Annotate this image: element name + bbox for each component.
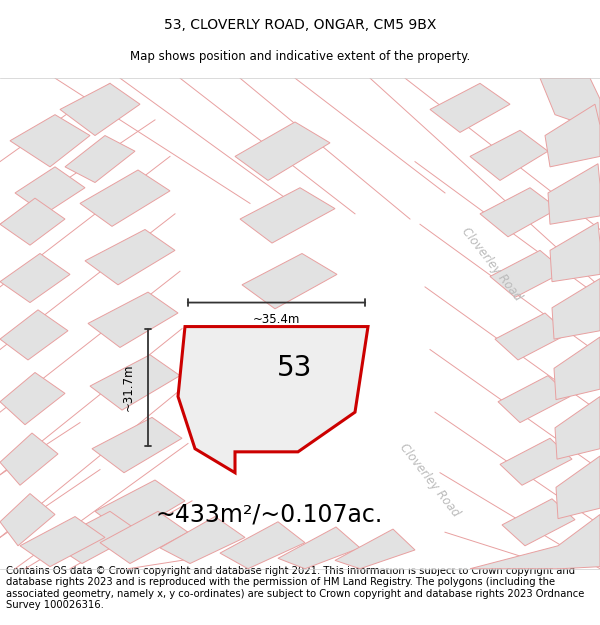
Polygon shape [242,254,337,309]
Polygon shape [278,527,360,569]
Polygon shape [0,198,65,245]
Polygon shape [502,499,575,546]
Polygon shape [495,313,568,360]
Polygon shape [550,222,600,282]
Polygon shape [548,164,600,224]
Polygon shape [240,188,335,243]
Polygon shape [0,494,55,546]
Polygon shape [235,122,330,181]
Polygon shape [552,279,600,339]
Text: 53, CLOVERLY ROAD, ONGAR, CM5 9BX: 53, CLOVERLY ROAD, ONGAR, CM5 9BX [164,18,436,32]
Polygon shape [480,188,558,237]
Polygon shape [555,396,600,459]
Polygon shape [160,516,245,564]
Text: 53: 53 [277,354,313,382]
Polygon shape [470,514,600,569]
Polygon shape [470,131,548,181]
Polygon shape [88,292,178,348]
Polygon shape [178,327,368,472]
Polygon shape [65,136,135,182]
Polygon shape [500,438,572,485]
Text: Contains OS data © Crown copyright and database right 2021. This information is : Contains OS data © Crown copyright and d… [6,566,584,611]
Polygon shape [50,511,140,564]
Polygon shape [430,83,510,132]
Polygon shape [490,251,565,298]
Polygon shape [554,337,600,399]
Polygon shape [335,529,415,569]
Polygon shape [85,229,175,285]
Polygon shape [100,511,188,564]
Polygon shape [220,522,305,569]
Text: Cloverley Road: Cloverley Road [460,225,524,303]
Text: ~35.4m: ~35.4m [253,312,300,326]
Polygon shape [556,456,600,519]
Polygon shape [545,104,600,167]
Text: ~31.7m: ~31.7m [121,364,134,411]
Text: Map shows position and indicative extent of the property.: Map shows position and indicative extent… [130,50,470,62]
Polygon shape [92,418,182,472]
Polygon shape [0,310,68,360]
Text: Cloverley Road: Cloverley Road [397,441,463,519]
Polygon shape [498,376,570,423]
Polygon shape [20,516,105,567]
Polygon shape [10,114,90,167]
Polygon shape [15,167,85,214]
Polygon shape [90,355,180,410]
Polygon shape [320,78,600,569]
Polygon shape [80,170,170,226]
Text: ~433m²/~0.107ac.: ~433m²/~0.107ac. [155,503,382,526]
Polygon shape [0,372,65,425]
Polygon shape [0,254,70,302]
Polygon shape [0,433,58,485]
Polygon shape [95,480,185,536]
Polygon shape [540,78,600,131]
Polygon shape [60,83,140,136]
